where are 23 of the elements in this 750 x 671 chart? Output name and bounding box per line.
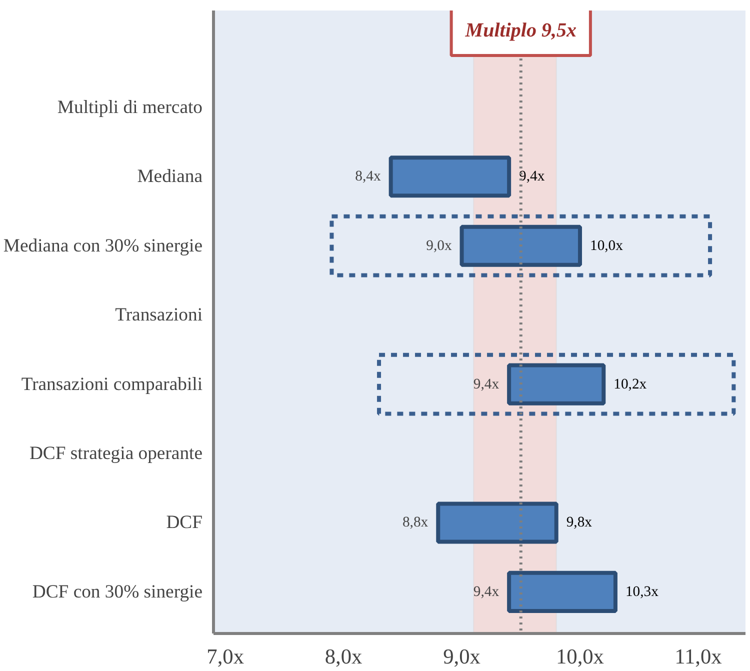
annotation: 8,4x bbox=[355, 168, 382, 185]
annotation: 9,4x bbox=[473, 584, 500, 600]
data-label: 9,8x bbox=[566, 514, 593, 531]
x-tick-label: 10,0x bbox=[556, 644, 604, 668]
x-tick-label: 11,0x bbox=[674, 644, 722, 668]
annotation: 9,4x bbox=[473, 376, 500, 392]
y-tick-label: Transazioni bbox=[115, 304, 202, 326]
y-tick-label: DCF bbox=[166, 512, 203, 534]
x-tick-label: 8,0x bbox=[324, 644, 363, 668]
x-tick-label: 9,0x bbox=[443, 644, 481, 668]
y-tick-label: Mediana con 30% sinergie bbox=[3, 235, 203, 256]
y-tick-label: DCF con 30% sinergie bbox=[32, 581, 203, 602]
data-label: 10,3x bbox=[625, 584, 660, 600]
x-tick-label: 7,0x bbox=[206, 644, 244, 668]
data-label: 10,2x bbox=[614, 376, 648, 392]
y-tick-label: Transazioni comparabili bbox=[21, 374, 202, 395]
y-tick-label: DCF strategia operante bbox=[29, 443, 203, 464]
annotation: 8,8x bbox=[402, 514, 429, 531]
annotation: 9,0x bbox=[426, 238, 452, 254]
data-label: 10,0x bbox=[590, 238, 624, 254]
ref-line-label: Multiplo 9,5x bbox=[464, 19, 576, 42]
y-tick-label: Mediana bbox=[137, 166, 204, 188]
y-tick-label: Multipli di mercato bbox=[57, 96, 202, 118]
